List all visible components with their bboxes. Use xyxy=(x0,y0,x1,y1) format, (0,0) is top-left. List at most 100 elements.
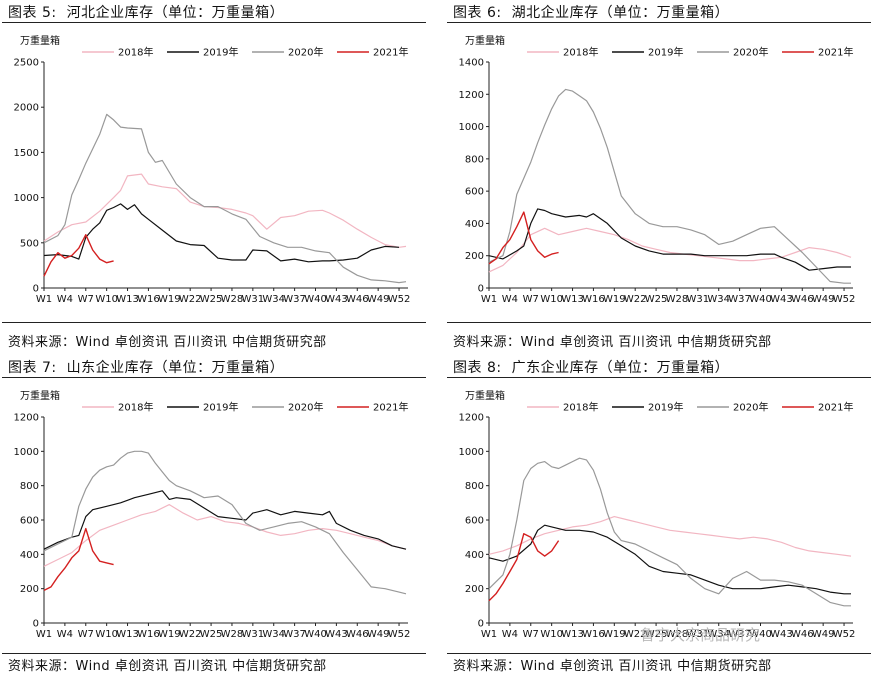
legend-label: 2018年 xyxy=(563,46,598,59)
series-line-2018 xyxy=(43,503,407,567)
x-tick-label: W1 xyxy=(36,629,52,640)
x-tick-label: W22 xyxy=(179,629,202,640)
chart-panel-guangdong: 图表 8: 广东企业库存（单位：万重量箱） 万重量箱 0 200 400 600 800 10… xyxy=(447,355,877,694)
x-tick-label: W4 xyxy=(57,294,73,305)
legend-label: 2019年 xyxy=(203,46,238,59)
y-tick-label: 0 xyxy=(33,619,39,630)
x-tick-label: W40 xyxy=(749,629,772,640)
y-tick-label: 800 xyxy=(465,154,484,165)
x-tick-label: W40 xyxy=(304,629,327,640)
y-unit-label: 万重量箱 xyxy=(465,389,505,402)
chart-title: 图表 7: 山东企业库存（单位：万重量箱） xyxy=(8,360,285,376)
series-line-2020 xyxy=(43,113,407,284)
line-chart-guangdong: 万重量箱 0 200 400 600 800 1000 1200 W1 W4 W7 W10W13W16… xyxy=(459,389,856,640)
x-tick-label: W46 xyxy=(346,629,369,640)
x-tick-label: W1 xyxy=(36,294,52,305)
y-tick-label: 1400 xyxy=(459,58,484,69)
legend-label: 2018年 xyxy=(118,401,153,414)
x-tick-label: W22 xyxy=(179,294,202,305)
y-tick-label: 1500 xyxy=(14,148,39,159)
y-tick-label: 400 xyxy=(465,219,484,230)
legend-item-2021: 2021年 xyxy=(337,46,408,59)
x-tick-label: W43 xyxy=(325,294,348,305)
x-tick-label: W46 xyxy=(346,294,369,305)
x-tick-label: W4 xyxy=(57,629,73,640)
legend-label: 2019年 xyxy=(648,46,683,59)
x-tick-label: W7 xyxy=(523,629,539,640)
x-tick-label: W22 xyxy=(624,629,647,640)
x-tick-label: W16 xyxy=(582,629,605,640)
x-tick-label: W37 xyxy=(283,629,306,640)
title-divider xyxy=(447,377,871,378)
y-tick-label: 1000 xyxy=(459,122,484,133)
x-tick-label: W49 xyxy=(367,294,390,305)
chart-title: 图表 6: 湖北企业库存（单位：万重量箱） xyxy=(453,5,730,21)
chart-panel-hubei: 图表 6: 湖北企业库存（单位：万重量箱） 万重量箱 0 200 400 600 800 10… xyxy=(447,0,877,350)
x-tick-label: W46 xyxy=(791,629,814,640)
x-tick-label: W37 xyxy=(728,629,751,640)
x-tick-label: W16 xyxy=(582,294,605,305)
chart-panel-shandong: 图表 7: 山东企业库存（单位：万重量箱） 万重量箱 0 200 400 600 800 10… xyxy=(2,355,432,694)
legend-label: 2021年 xyxy=(373,401,408,414)
x-tick-label: W31 xyxy=(242,629,265,640)
y-tick-label: 0 xyxy=(478,284,484,295)
x-tick-label: W52 xyxy=(833,294,856,305)
legend-item-2021: 2021年 xyxy=(782,401,853,414)
x-tick-label: W4 xyxy=(502,294,518,305)
source-note: 资料来源：Wind 卓创资讯 百川资讯 中信期货研究部 xyxy=(453,659,772,674)
x-tick-label: W7 xyxy=(78,294,94,305)
x-tick-label: W52 xyxy=(833,629,856,640)
x-tick-label: W25 xyxy=(645,294,668,305)
x-tick-label: W43 xyxy=(325,629,348,640)
x-tick-label: W7 xyxy=(523,294,539,305)
x-tick-label: W19 xyxy=(603,629,626,640)
x-tick-label: W25 xyxy=(645,629,668,640)
series-line-2021 xyxy=(488,211,559,265)
legend-item-2018: 2018年 xyxy=(527,46,598,59)
title-divider xyxy=(447,22,871,23)
x-tick-label: W28 xyxy=(221,629,244,640)
legend-item-2020: 2020年 xyxy=(697,46,768,59)
series-line-2021 xyxy=(43,527,114,592)
series-line-2020 xyxy=(488,457,851,607)
y-tick-label: 400 xyxy=(20,550,39,561)
y-tick-label: 800 xyxy=(20,481,39,492)
y-tick-label: 1200 xyxy=(459,413,484,424)
y-tick-label: 2000 xyxy=(14,103,39,114)
x-tick-label: W28 xyxy=(221,294,244,305)
source-divider xyxy=(2,322,426,323)
x-tick-label: W40 xyxy=(304,294,327,305)
legend-label: 2019年 xyxy=(203,401,238,414)
x-tick-label: W52 xyxy=(388,294,411,305)
y-tick-label: 200 xyxy=(465,251,484,262)
y-tick-label: 1200 xyxy=(14,413,39,424)
source-divider xyxy=(2,653,426,654)
title-divider xyxy=(2,377,426,378)
y-unit-label: 万重量箱 xyxy=(465,34,505,47)
x-tick-label: W34 xyxy=(262,629,285,640)
legend-label: 2018年 xyxy=(563,401,598,414)
x-tick-label: W34 xyxy=(707,629,730,640)
x-tick-label: W13 xyxy=(116,629,139,640)
source-note: 资料来源：Wind 卓创资讯 百川资讯 中信期货研究部 xyxy=(8,335,327,350)
title-divider xyxy=(2,22,426,23)
y-tick-label: 1000 xyxy=(459,447,484,458)
series-line-2020 xyxy=(488,88,851,284)
x-tick-label: W37 xyxy=(728,294,751,305)
x-tick-label: W52 xyxy=(388,629,411,640)
legend-label: 2020年 xyxy=(288,46,323,59)
series-line-2018 xyxy=(43,173,407,248)
y-tick-label: 600 xyxy=(465,187,484,198)
chart-title: 图表 8: 广东企业库存（单位：万重量箱） xyxy=(453,360,730,376)
x-tick-label: W49 xyxy=(812,629,835,640)
legend-item-2018: 2018年 xyxy=(82,46,153,59)
x-tick-label: W31 xyxy=(687,294,710,305)
x-tick-label: W16 xyxy=(137,629,160,640)
source-divider xyxy=(447,322,871,323)
legend-item-2019: 2019年 xyxy=(167,46,238,59)
legend-label: 2018年 xyxy=(118,46,153,59)
x-tick-label: W19 xyxy=(158,294,181,305)
source-divider xyxy=(447,653,871,654)
y-unit-label: 万重量箱 xyxy=(20,389,60,402)
